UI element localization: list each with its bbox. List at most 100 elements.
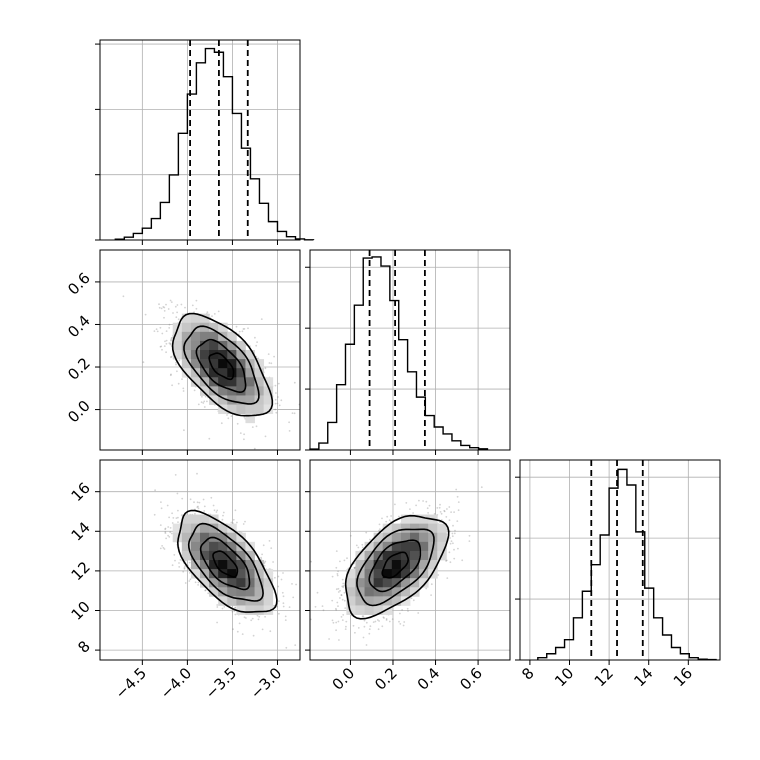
density-cell [346, 596, 356, 606]
density-cell [227, 377, 237, 387]
density-cell [190, 313, 201, 324]
scatter-point [241, 330, 244, 333]
density-cell [227, 368, 237, 378]
scatter-point [448, 506, 451, 508]
histogram-step-line [309, 256, 489, 450]
density-cell [419, 514, 429, 525]
scatter-point [377, 628, 380, 631]
density-cell [391, 550, 402, 561]
scatter-point [198, 501, 201, 504]
scatter-point [263, 565, 266, 567]
scatter-point [361, 546, 364, 549]
density-cell [227, 578, 237, 588]
scatter-point [310, 560, 312, 563]
scatter-point [238, 330, 241, 333]
scatter-point [451, 532, 454, 535]
density-cell [236, 587, 246, 597]
scatter-point [361, 615, 364, 618]
scatter-point [215, 511, 218, 513]
scatter-point [257, 357, 260, 360]
scatter-point [231, 610, 234, 613]
scatter-point [258, 615, 261, 618]
scatter-point [275, 392, 277, 394]
scatter-point [234, 509, 237, 512]
scatter-point [365, 644, 368, 646]
scatter-point [293, 381, 296, 384]
scatter-point [480, 486, 483, 489]
scatter-point [243, 433, 246, 436]
scatter-point [216, 604, 219, 606]
density-cell [373, 550, 384, 561]
scatter-point [165, 537, 168, 540]
scatter-point [161, 545, 164, 547]
scatter-point [234, 606, 237, 609]
density-cell [373, 605, 384, 615]
scatter-point [251, 617, 254, 620]
contour-line [171, 312, 274, 417]
y-tick-label: 0.2 [64, 354, 94, 384]
scatter-point [180, 303, 183, 306]
scatter-point [282, 605, 285, 608]
scatter-point [439, 511, 442, 513]
density-cell [190, 331, 201, 342]
density-cell [437, 523, 447, 534]
scatter-point [336, 574, 339, 577]
scatter-point [291, 583, 293, 585]
y-tick-label: 10 [68, 598, 94, 624]
scatter-point [412, 512, 414, 514]
scatter-point [277, 585, 280, 588]
scatter-point [170, 532, 173, 535]
scatter-point [168, 516, 171, 519]
scatter-point [160, 501, 162, 503]
scatter-point [281, 591, 284, 594]
scatter-point [177, 318, 180, 321]
scatter-point [195, 307, 198, 310]
scatter-point [455, 488, 458, 491]
density-cell [400, 587, 411, 597]
scatter-point [331, 619, 334, 622]
density-cell [355, 569, 365, 579]
density-cell [346, 587, 356, 597]
scatter-point [365, 531, 368, 534]
density-cell [254, 560, 265, 570]
scatter-point [357, 627, 360, 629]
density-cell [218, 395, 228, 405]
scatter-point [230, 521, 233, 524]
scatter-point [197, 581, 200, 584]
scatter-point [468, 540, 471, 542]
scatter-point [191, 304, 194, 307]
density-cell [200, 350, 210, 360]
scatter-point [388, 519, 391, 521]
scatter-point [353, 567, 356, 569]
density-cell [190, 350, 201, 360]
density-cell [181, 313, 192, 324]
scatter-point [328, 638, 330, 640]
scatter-point [445, 516, 448, 518]
scatter-point [427, 512, 429, 514]
density-cell [254, 587, 265, 597]
density-cell [236, 560, 246, 570]
scatter-point [382, 616, 385, 619]
density-cell [209, 359, 219, 369]
density-cell [400, 532, 411, 543]
density-cell [254, 596, 265, 606]
scatter-point [178, 562, 180, 564]
scatter-point [179, 559, 182, 561]
scatter-point [345, 625, 347, 628]
density-cell [190, 532, 201, 543]
density-cell [355, 596, 365, 606]
x-tick-label: 0.2 [371, 664, 401, 694]
scatter-point [176, 492, 179, 495]
histogram-1 [114, 40, 315, 241]
scatter-point [232, 628, 234, 631]
density-cell [181, 331, 192, 342]
scatter-point [343, 599, 346, 602]
scatter-point [196, 472, 198, 475]
scatter-point [210, 496, 213, 499]
density-cell [346, 569, 356, 579]
scatter-point [263, 562, 266, 564]
scatter-point [339, 589, 341, 592]
density-cell [209, 587, 219, 597]
density-cell [391, 578, 402, 588]
density-cell [181, 322, 192, 333]
